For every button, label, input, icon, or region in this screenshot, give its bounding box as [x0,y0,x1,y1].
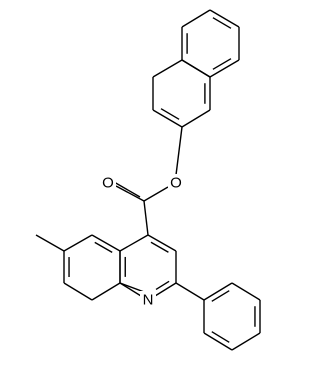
bond [181,109,211,128]
bond [91,234,121,252]
bond [63,282,93,301]
bond [203,332,233,351]
bond [160,108,180,120]
bond [212,58,232,70]
bond [209,9,240,28]
bond [175,126,183,176]
bond [119,282,142,297]
bond [231,282,261,301]
bond [143,186,169,202]
bond [115,185,145,202]
bond [211,290,230,302]
bond [175,282,205,301]
bonds [35,9,261,351]
bond [150,241,169,253]
molecule-diagram: O O N [35,9,261,351]
bond [203,282,233,301]
bond [63,234,93,252]
bond [143,200,149,236]
bond [152,59,183,78]
bond [209,59,240,78]
label-bg [140,291,156,309]
bond [181,59,211,78]
bond [91,282,121,301]
bond [212,17,232,29]
label-bg [168,174,184,192]
bond [154,282,177,297]
bond [231,332,261,351]
bond [94,241,113,253]
bond [35,234,65,252]
atom-label: O [102,175,114,192]
bond [147,234,177,252]
bond [181,9,211,28]
label-bg [100,174,116,192]
bond [113,181,141,198]
atom-label: N [143,292,154,309]
bond [211,331,230,343]
bond [119,234,149,252]
bond [152,109,183,128]
atom-label: O [170,175,182,192]
bond [155,280,170,291]
